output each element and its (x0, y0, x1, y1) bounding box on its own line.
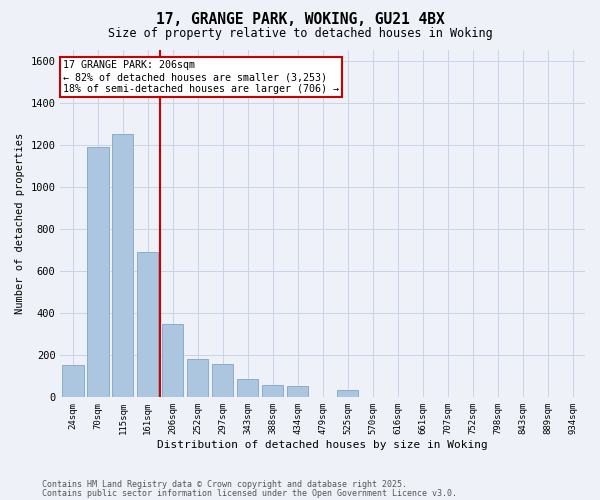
Bar (187, 360, 208, 398)
Y-axis label: Number of detached properties: Number of detached properties (15, 133, 25, 314)
Text: Contains HM Land Registry data © Crown copyright and database right 2025.: Contains HM Land Registry data © Crown c… (42, 480, 407, 489)
Bar (212, 364, 233, 398)
Text: Contains public sector information licensed under the Open Government Licence v3: Contains public sector information licen… (42, 488, 457, 498)
Bar (262, 384, 283, 398)
Bar (162, 324, 184, 398)
Text: 17 GRANGE PARK: 206sqm
← 82% of detached houses are smaller (3,253)
18% of semi-: 17 GRANGE PARK: 206sqm ← 82% of detached… (63, 60, 339, 94)
Text: Size of property relative to detached houses in Woking: Size of property relative to detached ho… (107, 28, 493, 40)
Bar (62, 364, 83, 398)
Bar (237, 380, 259, 398)
Bar (287, 386, 308, 398)
Bar (87, 147, 109, 398)
X-axis label: Distribution of detached houses by size in Woking: Distribution of detached houses by size … (157, 440, 488, 450)
Text: 17, GRANGE PARK, WOKING, GU21 4BX: 17, GRANGE PARK, WOKING, GU21 4BX (155, 12, 445, 28)
Bar (112, 134, 133, 398)
Bar (137, 252, 158, 398)
Bar (337, 390, 358, 398)
